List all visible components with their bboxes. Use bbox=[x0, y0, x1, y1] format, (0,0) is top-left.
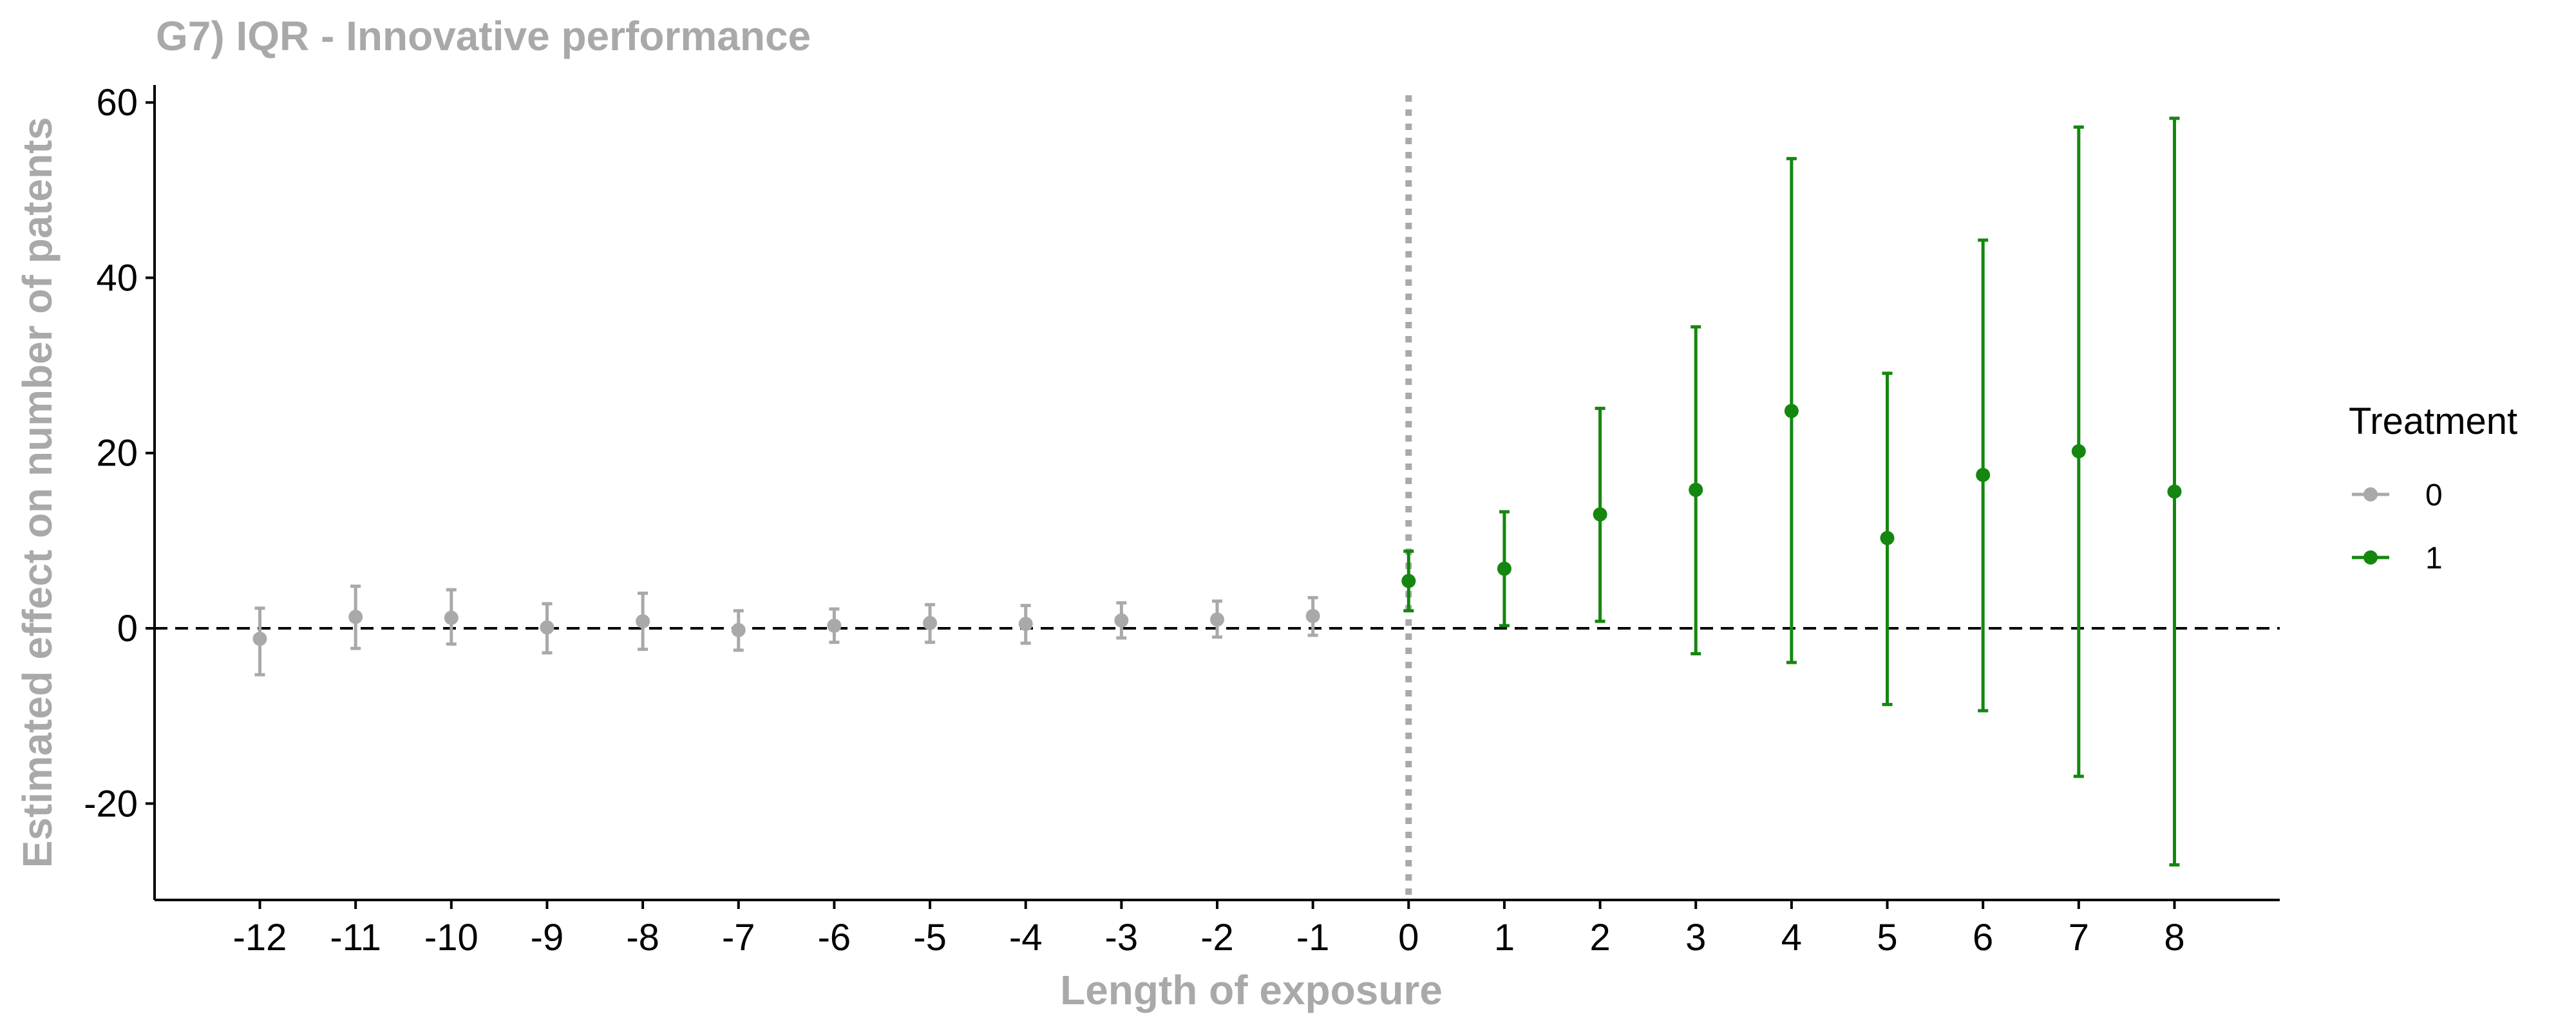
x-tick-label: 6 bbox=[1973, 917, 1993, 959]
legend-point-swatch bbox=[2363, 487, 2378, 501]
data-point bbox=[1880, 531, 1895, 545]
x-tick-label: 8 bbox=[2164, 917, 2184, 959]
y-tick-label: 60 bbox=[96, 82, 138, 124]
data-point bbox=[636, 614, 650, 628]
x-tick-label: -2 bbox=[1200, 917, 1234, 959]
x-tick-label: -7 bbox=[722, 917, 755, 959]
x-tick-label: -11 bbox=[330, 917, 381, 959]
data-point bbox=[1785, 404, 1799, 418]
data-point bbox=[444, 611, 459, 625]
y-tick-label: -20 bbox=[84, 783, 138, 825]
y-tick-label: 40 bbox=[96, 257, 138, 299]
x-tick-label: -9 bbox=[531, 917, 564, 959]
data-point bbox=[1689, 483, 1703, 497]
y-tick-label: 20 bbox=[96, 433, 138, 474]
x-tick-label: 7 bbox=[2069, 917, 2089, 959]
chart-title: G7) IQR - Innovative performance bbox=[156, 13, 811, 59]
data-point bbox=[253, 632, 267, 646]
data-point bbox=[1306, 609, 1320, 623]
data-point bbox=[1401, 574, 1416, 588]
y-tick-label: 0 bbox=[117, 608, 138, 650]
data-point bbox=[348, 610, 363, 624]
data-point bbox=[732, 623, 746, 637]
y-axis-title: Estimated effect on number of patents bbox=[14, 117, 61, 868]
data-point bbox=[923, 616, 937, 630]
x-tick-label: -5 bbox=[913, 917, 947, 959]
data-point bbox=[1210, 612, 1224, 626]
data-point bbox=[1497, 561, 1511, 576]
x-tick-label: -1 bbox=[1296, 917, 1330, 959]
x-tick-label: 0 bbox=[1398, 917, 1419, 959]
data-point bbox=[540, 621, 554, 635]
x-tick-label: -4 bbox=[1009, 917, 1043, 959]
x-tick-label: 3 bbox=[1685, 917, 1706, 959]
legend-point-swatch bbox=[2363, 550, 2378, 565]
data-point bbox=[1019, 617, 1033, 631]
data-point bbox=[1593, 507, 1607, 521]
data-point bbox=[1114, 613, 1128, 628]
x-axis-title: Length of exposure bbox=[1060, 967, 1443, 1013]
x-tick-label: -8 bbox=[626, 917, 659, 959]
x-tick-label: 5 bbox=[1877, 917, 1897, 959]
data-point bbox=[1976, 468, 1990, 482]
legend-title: Treatment bbox=[2349, 400, 2517, 442]
data-point bbox=[2167, 485, 2181, 499]
legend-label: 1 bbox=[2425, 541, 2443, 576]
x-tick-label: 4 bbox=[1781, 917, 1802, 959]
x-tick-label: 1 bbox=[1494, 917, 1515, 959]
x-tick-label: -12 bbox=[233, 917, 287, 959]
x-tick-label: 2 bbox=[1589, 917, 1610, 959]
data-point bbox=[2072, 444, 2086, 458]
data-point bbox=[827, 619, 841, 633]
legend-label: 0 bbox=[2425, 478, 2443, 512]
x-tick-label: -3 bbox=[1105, 917, 1139, 959]
x-tick-label: -6 bbox=[818, 917, 851, 959]
x-tick-label: -10 bbox=[424, 917, 478, 959]
